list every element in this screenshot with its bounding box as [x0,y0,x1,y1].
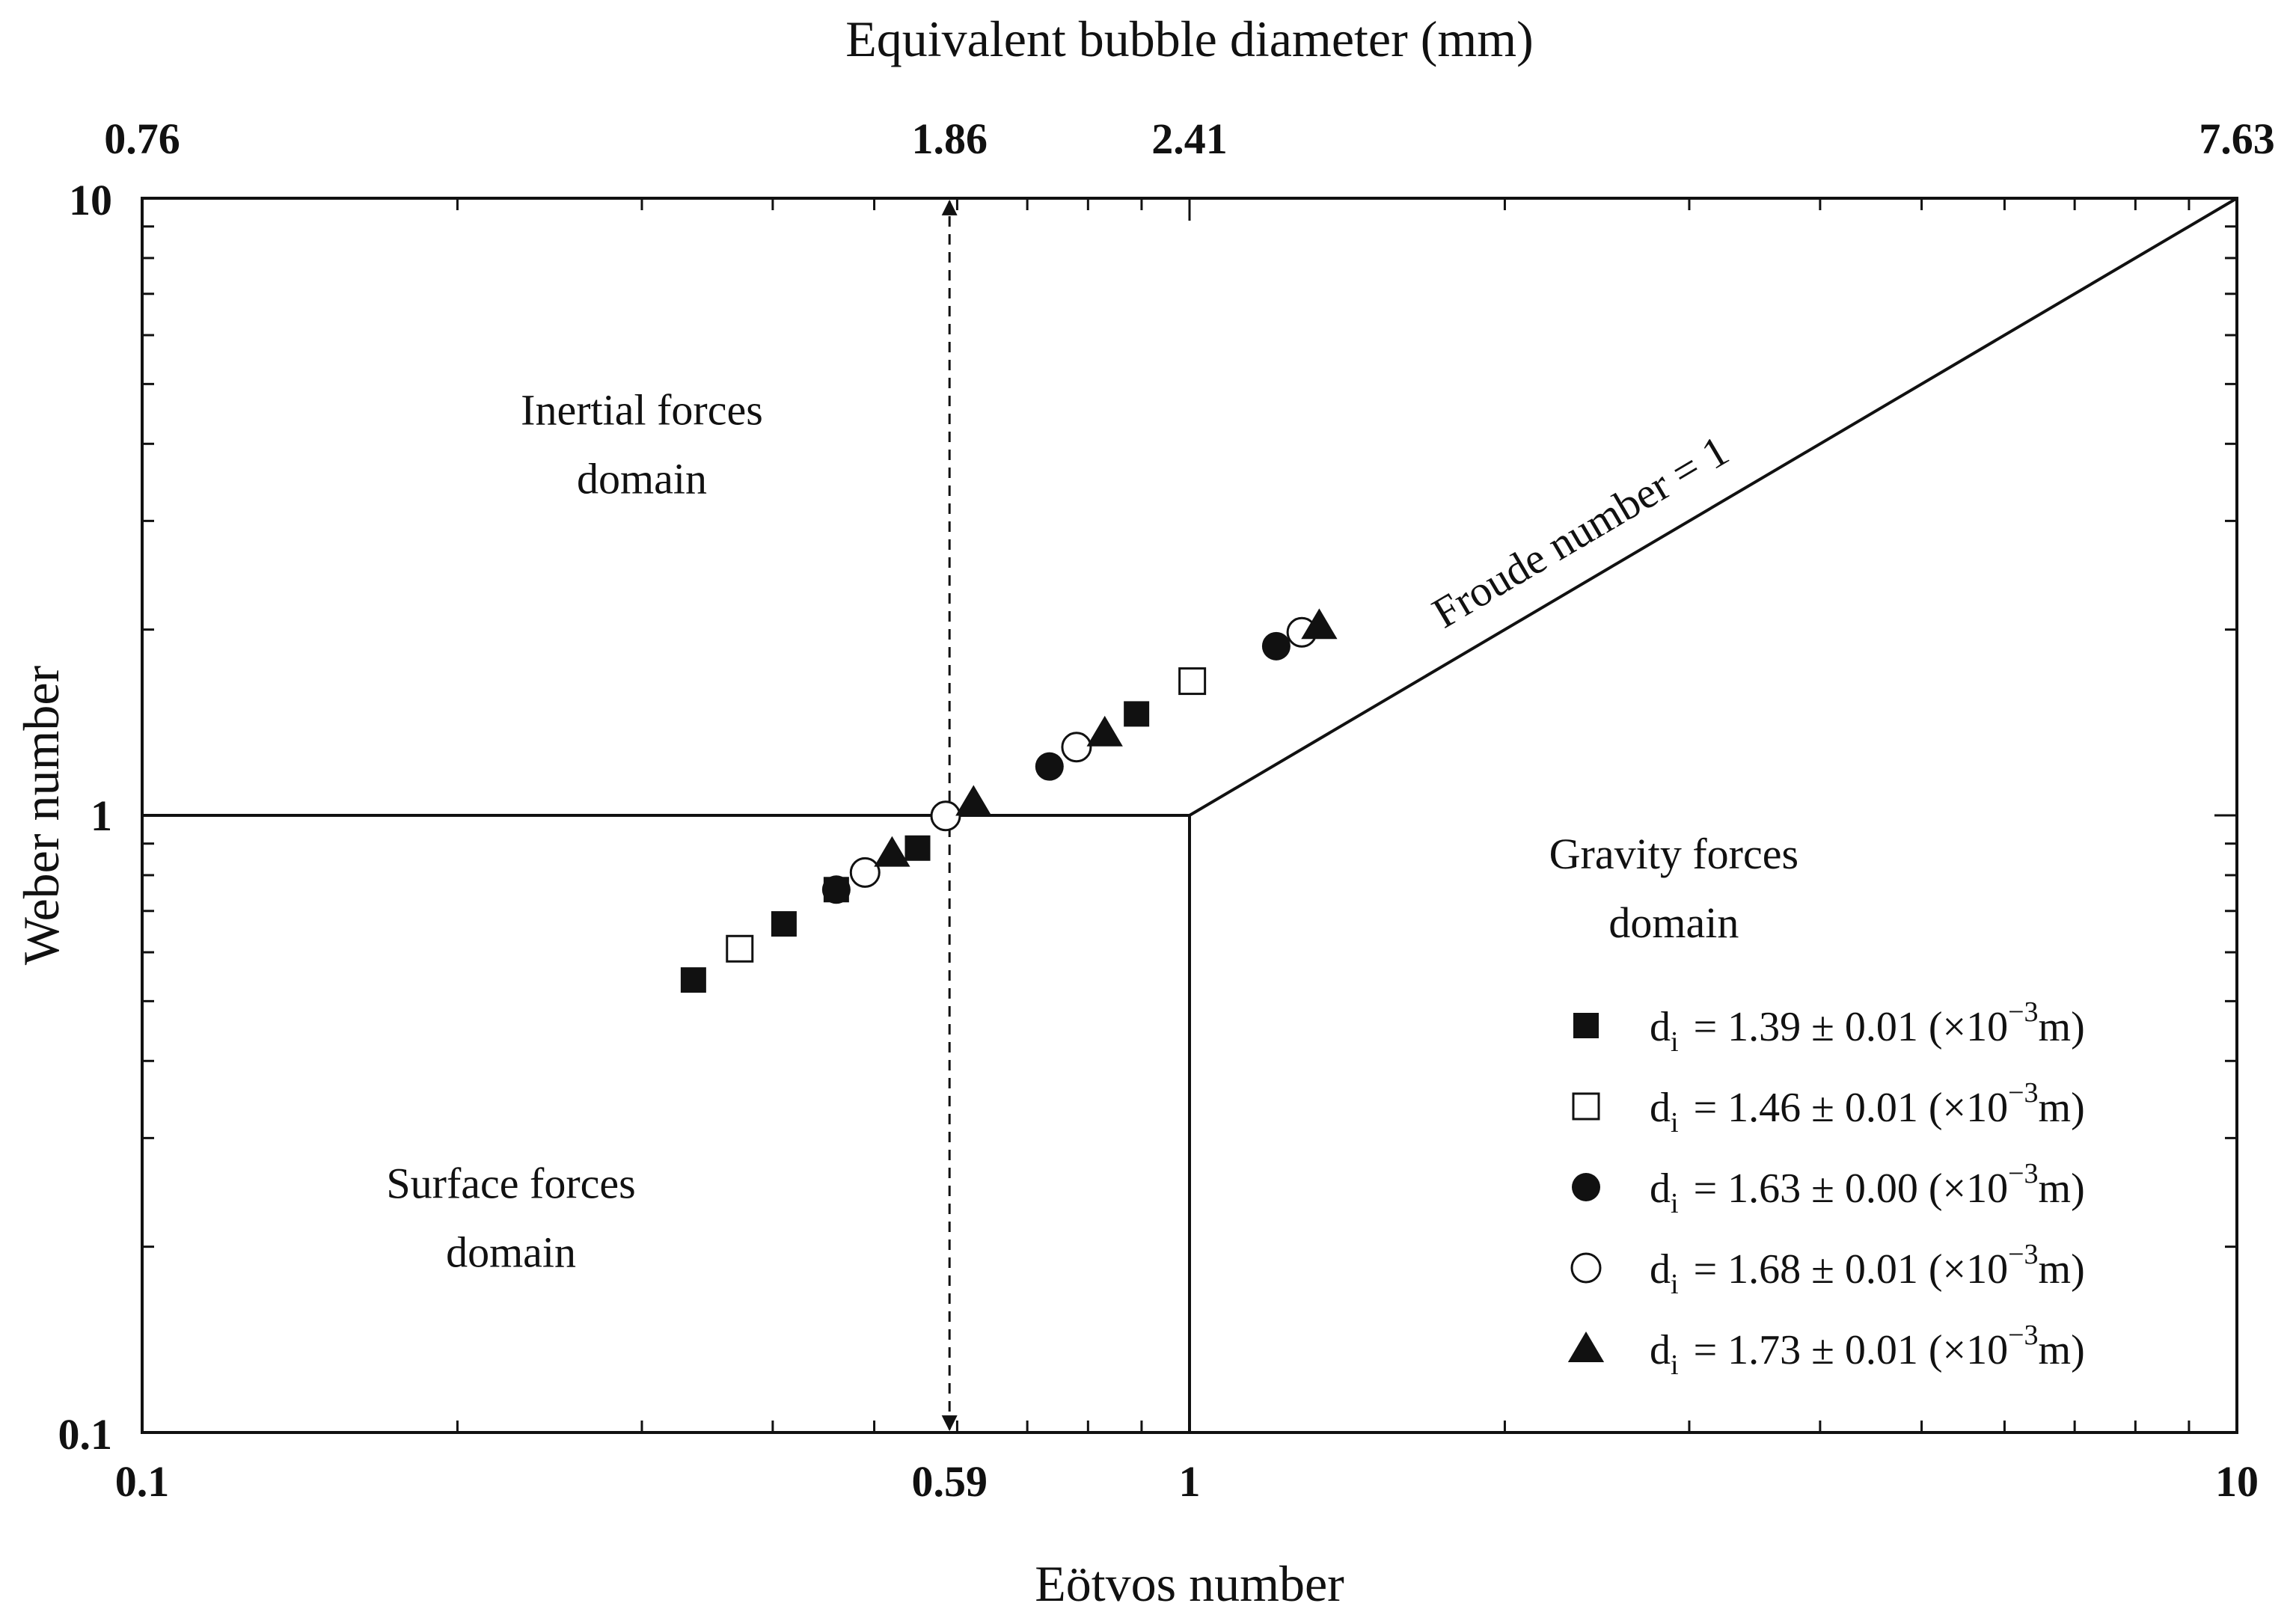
x-tick-label: 1 [1179,1457,1201,1506]
gravity-domain-label-line1: Gravity forces [1549,830,1798,878]
axis-labels: 0.1 0.59 1 10 0.1 1 10 0.76 1.86 2.41 7.63 Eötvos n… [13,10,2275,1612]
froude-label: Froude number = 1 [1424,426,1736,637]
data-point-series1-5 [1124,701,1150,727]
data-point-series5-2 [955,785,992,816]
y-tick-label: 10 [69,176,112,224]
legend-label-3: di = 1.63 ± 0.00 (×10−3m) [1650,1158,2085,1219]
data-point-series5-3 [1086,715,1123,747]
gravity-domain-label-line2: domain [1608,898,1739,947]
data-point-series3-3 [1261,631,1291,661]
data-point-series3-2 [1035,752,1064,781]
x-tick-label: 0.1 [115,1457,170,1506]
data-point-series1-2 [771,911,797,937]
top-tick-label: 7.63 [2199,114,2275,163]
data-point-series4-3 [1061,732,1092,763]
data-point-series5-1 [874,836,910,867]
legend-marker-5 [1567,1332,1605,1362]
top-tick-label: 1.86 [911,114,988,163]
data-point-series4-2 [930,800,961,832]
surface-domain-label-line2: domain [446,1228,576,1276]
top-tick-label: 2.41 [1151,114,1228,163]
legend-marker-2 [1572,1092,1600,1121]
data-point-series1-4 [904,835,931,861]
inertial-domain-label-line2: domain [577,454,707,503]
legend: di = 1.39 ± 0.01 (×10−3m) di = 1.46 ± 0.0… [1567,996,2085,1381]
data-point-series2-2 [1178,667,1207,696]
legend-label-2: di = 1.46 ± 0.01 (×10−3m) [1650,1077,2085,1139]
legend-marker-4 [1570,1252,1602,1284]
top-tick-label: 0.76 [104,114,180,163]
x-tick-label: 0.59 [911,1457,988,1506]
legend-marker-1 [1573,1013,1599,1038]
legend-label-1: di = 1.39 ± 0.01 (×10−3m) [1650,996,2085,1058]
data-point-series5-4 [1301,608,1338,640]
froude-line [1188,197,2238,817]
inertial-domain-label-line1: Inertial forces [521,385,763,434]
legend-label-5: di = 1.73 ± 0.01 (×10−3m) [1650,1320,2085,1381]
legend-marker-3 [1572,1173,1600,1201]
data-points [680,608,1338,993]
data-point-series2-1 [726,934,754,963]
data-point-series3-1 [821,875,851,904]
x-tick-label: 10 [2215,1457,2259,1506]
region-annotations: Inertial forces domain Surface forces domai… [386,385,1798,1276]
top-axis-title: Equivalent bubble diameter (mm) [845,10,1534,67]
data-point-series1-1 [680,967,706,993]
y-axis-title: Weber number [13,665,70,965]
data-point-series4-1 [849,857,881,888]
y-tick-label: 1 [91,791,112,840]
y-tick-label: 0.1 [58,1410,113,1459]
x-axis-title: Eötvos number [1035,1555,1344,1612]
surface-domain-label-line1: Surface forces [386,1159,635,1207]
legend-label-4: di = 1.68 ± 0.01 (×10−3m) [1650,1239,2085,1300]
